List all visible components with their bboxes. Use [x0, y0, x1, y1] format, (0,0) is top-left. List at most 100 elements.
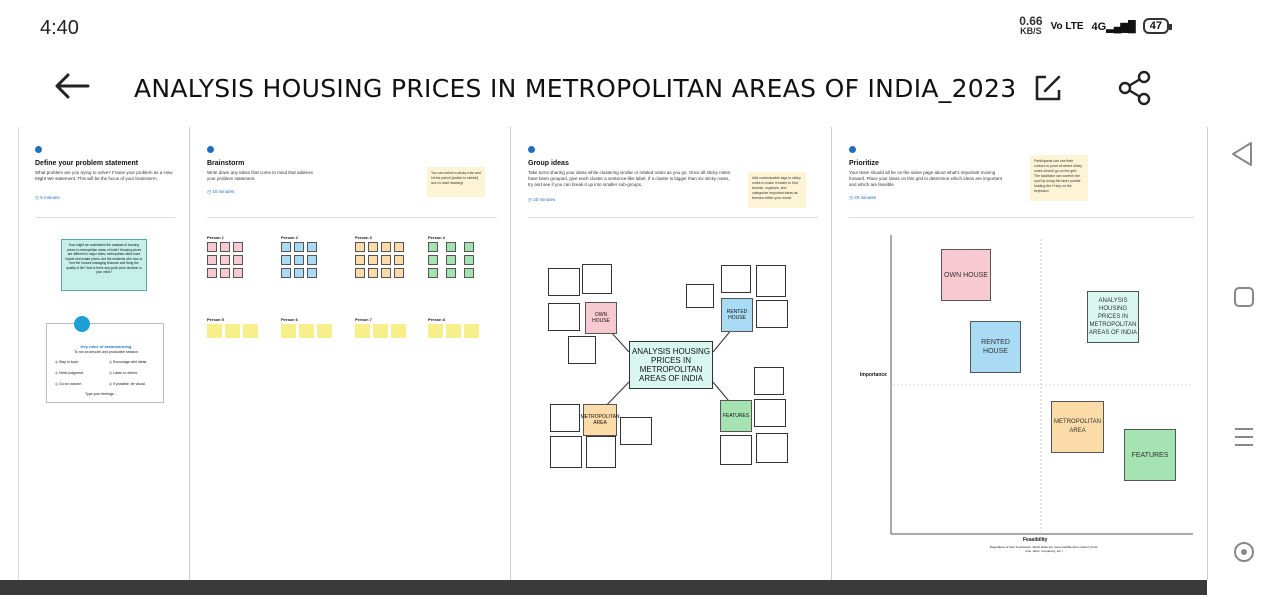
sticky-note[interactable] [381, 268, 391, 278]
sticky-note[interactable] [220, 255, 230, 265]
sticky-note[interactable] [368, 255, 378, 265]
edit-icon[interactable] [1032, 72, 1064, 104]
sticky-note[interactable] [307, 268, 317, 278]
sticky-note[interactable] [355, 255, 365, 265]
sticky-note[interactable] [233, 268, 243, 278]
sticky-note[interactable] [428, 242, 438, 252]
sticky-note[interactable] [756, 300, 788, 328]
sticky-note[interactable] [294, 268, 304, 278]
sticky-note[interactable] [754, 399, 786, 427]
step-4-badge [849, 146, 856, 153]
sticky-note[interactable] [381, 255, 391, 265]
sticky-note[interactable] [307, 255, 317, 265]
empty-sticky-note[interactable] [243, 324, 258, 338]
sticky-note[interactable] [294, 255, 304, 265]
divider [35, 217, 175, 218]
prioritize-time: ◷ 20 minutes [849, 195, 877, 200]
rules-title: Key rules of brainstorming [80, 344, 132, 349]
divider [849, 217, 1194, 218]
sticky-note[interactable] [754, 367, 784, 395]
sticky-note[interactable] [548, 303, 580, 331]
sticky-note[interactable] [368, 268, 378, 278]
sticky-note[interactable] [550, 404, 580, 432]
sticky-note[interactable] [428, 268, 438, 278]
empty-sticky-note[interactable] [391, 324, 406, 338]
empty-sticky-note[interactable] [428, 324, 443, 338]
sticky-note[interactable] [464, 242, 474, 252]
sticky-note[interactable] [307, 242, 317, 252]
tip-note: Participants can use their cursors to po… [1030, 155, 1088, 201]
sticky-note[interactable] [294, 242, 304, 252]
sticky-note[interactable] [464, 255, 474, 265]
define-title: Define your problem statement [35, 160, 139, 167]
sticky-note[interactable] [233, 255, 243, 265]
rule-item: ◎ If possible, be visual. [109, 382, 146, 386]
sticky-note[interactable] [720, 435, 752, 465]
sticky-note[interactable] [281, 242, 291, 252]
nav-home-icon[interactable] [1234, 287, 1254, 307]
sticky-note[interactable] [281, 255, 291, 265]
rule-item: ◎ Listen to others. [109, 371, 138, 375]
priority-own-house[interactable]: OWN HOUSE [941, 249, 991, 301]
sticky-note[interactable] [394, 255, 404, 265]
sticky-note[interactable] [428, 255, 438, 265]
empty-sticky-note[interactable] [281, 324, 296, 338]
sticky-note[interactable] [220, 268, 230, 278]
sticky-note[interactable] [220, 242, 230, 252]
nav-menu-icon[interactable] [1235, 428, 1253, 452]
category-metropolitan-area[interactable]: METROPOLITAN AREA [580, 404, 620, 436]
priority-analysis-topic[interactable]: ANALYSIS HOUSING PRICES IN METROPOLITAN … [1087, 291, 1139, 343]
nav-assistant-icon[interactable] [1234, 542, 1254, 562]
sticky-note[interactable] [207, 255, 217, 265]
sticky-note[interactable] [686, 284, 714, 308]
empty-sticky-note[interactable] [446, 324, 461, 338]
sticky-note[interactable] [620, 417, 652, 445]
priority-rented-house[interactable]: RENTED HOUSE [970, 321, 1021, 373]
sticky-note[interactable] [582, 264, 612, 294]
sticky-note[interactable] [446, 268, 456, 278]
priority-features[interactable]: FEATURES [1124, 429, 1176, 481]
sticky-note[interactable] [233, 242, 243, 252]
share-icon[interactable] [1117, 70, 1153, 106]
sticky-note[interactable] [355, 268, 365, 278]
sticky-note[interactable] [464, 268, 474, 278]
sticky-note[interactable] [756, 433, 788, 463]
sticky-note[interactable] [446, 242, 456, 252]
empty-sticky-note[interactable] [207, 324, 222, 338]
sticky-note[interactable] [281, 268, 291, 278]
empty-sticky-note[interactable] [355, 324, 370, 338]
category-own-house[interactable]: OWN HOUSE [585, 302, 617, 334]
empty-sticky-note[interactable] [299, 324, 314, 338]
empty-sticky-note[interactable] [317, 324, 332, 338]
empty-sticky-note[interactable] [225, 324, 240, 338]
volte-icon: Vo LTE [1050, 20, 1084, 32]
problem-statement-note[interactable]: How might we understand the analysis of … [61, 239, 147, 291]
sticky-note[interactable] [394, 268, 404, 278]
sticky-note[interactable] [721, 265, 751, 293]
sticky-note[interactable] [550, 436, 582, 468]
define-desc: What problem are you trying to solve? Fr… [35, 170, 173, 181]
divider [207, 217, 497, 218]
tip-note: Add customizable tags to sticky notes to… [748, 172, 806, 208]
sticky-note[interactable] [381, 242, 391, 252]
sticky-note[interactable] [207, 268, 217, 278]
category-features[interactable]: FEATURES [720, 400, 752, 432]
mural-canvas[interactable]: Define your problem statement What probl… [18, 127, 1208, 595]
nav-back-icon[interactable] [1230, 141, 1254, 172]
group-title: Group ideas [528, 160, 569, 167]
sticky-note[interactable] [394, 242, 404, 252]
back-arrow-icon[interactable] [52, 68, 96, 108]
sticky-note[interactable] [355, 242, 365, 252]
sticky-note[interactable] [586, 436, 616, 468]
sticky-note[interactable] [207, 242, 217, 252]
priority-metropolitan-area[interactable]: METROPOLITAN AREA [1051, 401, 1104, 453]
sticky-note[interactable] [446, 255, 456, 265]
empty-sticky-note[interactable] [464, 324, 479, 338]
sticky-note[interactable] [568, 336, 596, 364]
empty-sticky-note[interactable] [373, 324, 388, 338]
sticky-note[interactable] [548, 268, 580, 296]
category-rented-house[interactable]: RENTED HOUSE [721, 298, 753, 332]
sticky-note[interactable] [756, 265, 786, 297]
sticky-note[interactable] [368, 242, 378, 252]
central-topic-note[interactable]: ANALYSIS HOUSING PRICES IN METROPOLITAN … [629, 341, 713, 389]
